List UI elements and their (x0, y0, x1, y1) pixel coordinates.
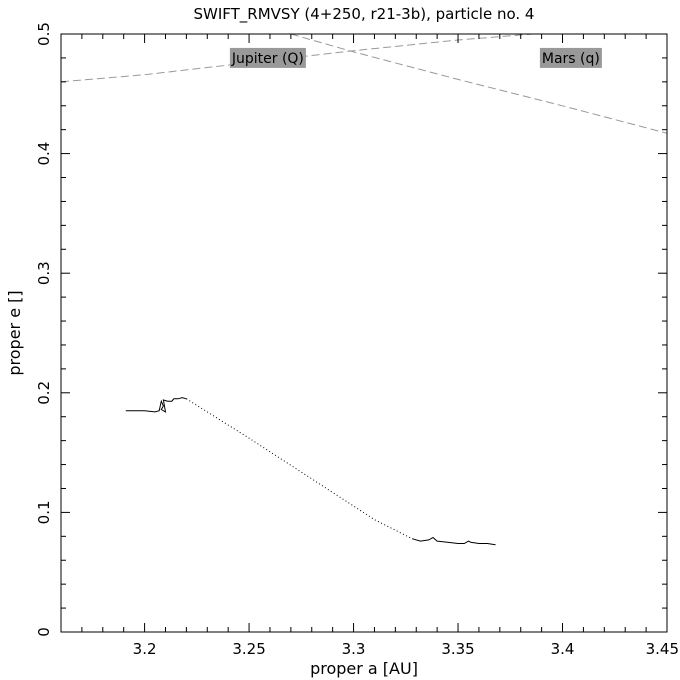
y-axis-label: proper e [] (5, 290, 24, 375)
plot-frame (60, 33, 668, 633)
series-line-4 (186, 398, 413, 540)
x-tick-label: 3.2 (133, 640, 157, 658)
svg-text:Mars (q): Mars (q) (542, 51, 600, 67)
series-line-1 (61, 34, 539, 83)
y-tick-label: 0.1 (35, 500, 53, 524)
tick-label-layer: 3.2 3.25 3.3 3.35 3.4 3.45 0 0.1 0.2 0.3 0.4 0.5 (35, 22, 679, 658)
x-tick-label: 3.3 (342, 640, 366, 658)
series-line-5 (411, 536, 496, 546)
chart-title: SWIFT_RMVSY (4+250, r21-3b), particle no… (194, 5, 535, 24)
y-tick-label: 0.4 (35, 142, 53, 166)
y-tick-label: 0.3 (35, 261, 53, 285)
x-tick-label: 3.35 (441, 640, 474, 658)
annotation-label: Jupiter (Q) (229, 47, 306, 68)
annotation-label: Mars (q) (539, 47, 602, 68)
y-tick-label: 0.2 (35, 381, 53, 405)
y-tick-label: 0 (35, 627, 53, 637)
series-line-3 (125, 397, 187, 413)
series-layer (61, 34, 667, 546)
annotation-layer: Jupiter (Q) Mars (q) (229, 47, 602, 68)
x-tick-label: 3.25 (232, 640, 265, 658)
svg-text:Jupiter (Q): Jupiter (Q) (231, 51, 304, 67)
series-line-2 (290, 34, 667, 134)
tick-layer (60, 33, 668, 633)
y-tick-label: 0.5 (35, 22, 53, 46)
x-axis-label: proper a [AU] (310, 659, 418, 678)
x-tick-label: 3.4 (551, 640, 575, 658)
x-tick-label: 3.45 (646, 640, 679, 658)
